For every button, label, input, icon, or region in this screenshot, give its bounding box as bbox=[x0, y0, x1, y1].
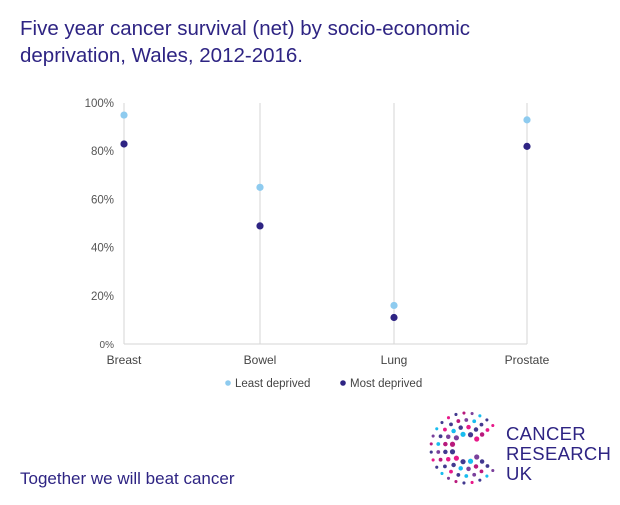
point-least-bowel bbox=[256, 183, 264, 191]
y-tick-label: 0% bbox=[100, 340, 115, 351]
chart-title: Five year cancer survival (net) by socio… bbox=[20, 17, 471, 67]
legend-marker bbox=[340, 380, 346, 386]
y-tick-label: 100% bbox=[85, 98, 114, 110]
legend-label: Most deprived bbox=[350, 378, 422, 390]
point-least-lung bbox=[390, 301, 398, 310]
y-tick-label: 60% bbox=[91, 194, 114, 206]
brand-line-2: RESEARCH bbox=[506, 443, 612, 464]
point-least-prostate bbox=[523, 116, 531, 124]
x-tick-label: Lung bbox=[381, 353, 408, 367]
point-most-lung bbox=[390, 313, 398, 322]
point-most-prostate bbox=[523, 142, 531, 150]
y-tick-label: 40% bbox=[91, 243, 114, 255]
x-tick-label: Breast bbox=[107, 353, 142, 367]
cancer-research-uk-logo-icon bbox=[429, 411, 495, 485]
scatter-chart: 0% 20% 40% 60% 80% 100% Breast Bowel Lung Prostat… bbox=[85, 98, 550, 390]
x-tick-label: Prostate bbox=[505, 353, 550, 367]
point-most-breast bbox=[120, 140, 128, 148]
point-most-bowel bbox=[256, 222, 264, 230]
legend-label: Least deprived bbox=[235, 378, 310, 390]
legend-marker bbox=[225, 380, 231, 386]
y-tick-label: 80% bbox=[91, 146, 114, 158]
point-least-breast bbox=[120, 111, 128, 119]
brand-wordmark: CANCER RESEARCH UK bbox=[506, 424, 611, 484]
x-tick-label: Bowel bbox=[244, 353, 277, 367]
y-tick-label: 20% bbox=[91, 291, 114, 303]
brand-line-3: UK bbox=[506, 463, 533, 484]
tagline: Together we will beat cancer bbox=[20, 469, 235, 488]
brand-line-1: CANCER bbox=[506, 423, 586, 444]
